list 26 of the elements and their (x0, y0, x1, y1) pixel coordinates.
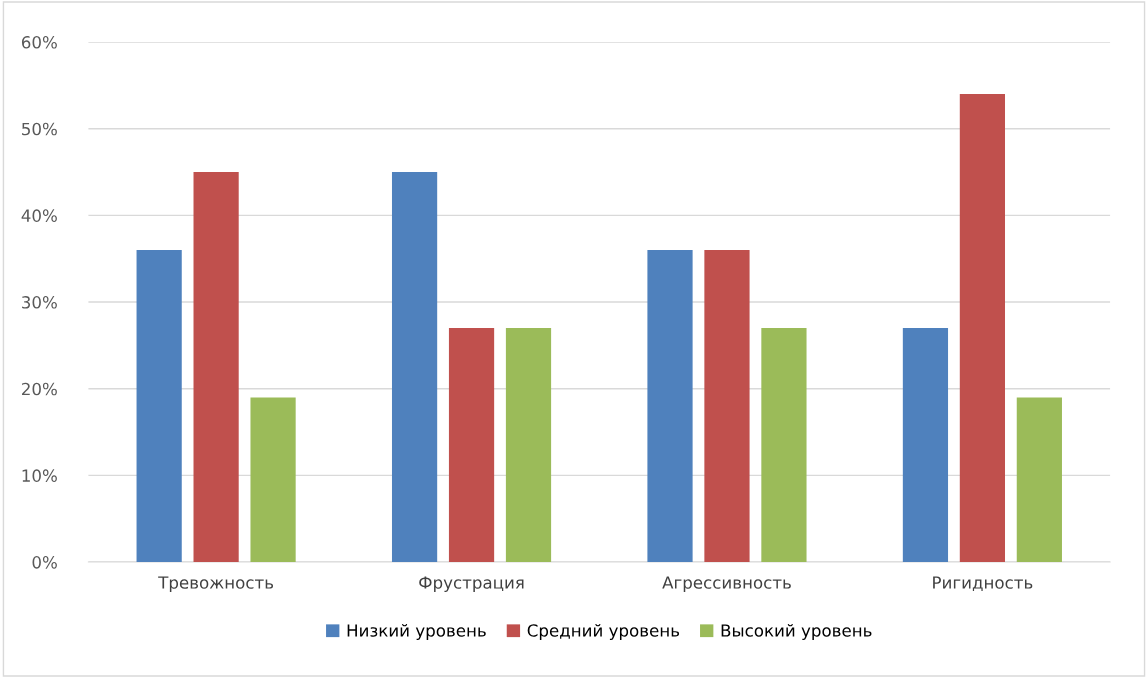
bar (647, 250, 693, 563)
bar (902, 328, 949, 563)
x-tick-label: Тревожность (158, 576, 274, 593)
y-tick-label: 40% (21, 209, 57, 222)
bar (959, 94, 1006, 563)
y-tick-label: 10% (22, 469, 57, 482)
legend-label: Низкий уровень (347, 623, 486, 640)
y-tick-label: 60% (21, 36, 57, 49)
bar (136, 250, 182, 563)
bar (448, 328, 495, 563)
y-tick-label: 30% (22, 296, 57, 309)
x-tick-label: Фрустрация (419, 576, 524, 593)
bar (1016, 397, 1062, 563)
y-tick-label: 20% (22, 382, 57, 396)
bar (761, 328, 807, 563)
legend-label: Средний уровень (527, 623, 680, 640)
y-tick-label: 0% (32, 556, 57, 569)
bar (193, 172, 239, 563)
bar (391, 172, 438, 563)
legend-label: Высокий уровень (721, 623, 872, 640)
bar (250, 397, 296, 563)
bar (505, 328, 552, 563)
x-tick-label: Агрессивность (662, 576, 791, 593)
x-tick-label: Ригидность (933, 576, 1033, 591)
bar (704, 250, 750, 563)
y-tick-label: 50% (22, 122, 57, 136)
